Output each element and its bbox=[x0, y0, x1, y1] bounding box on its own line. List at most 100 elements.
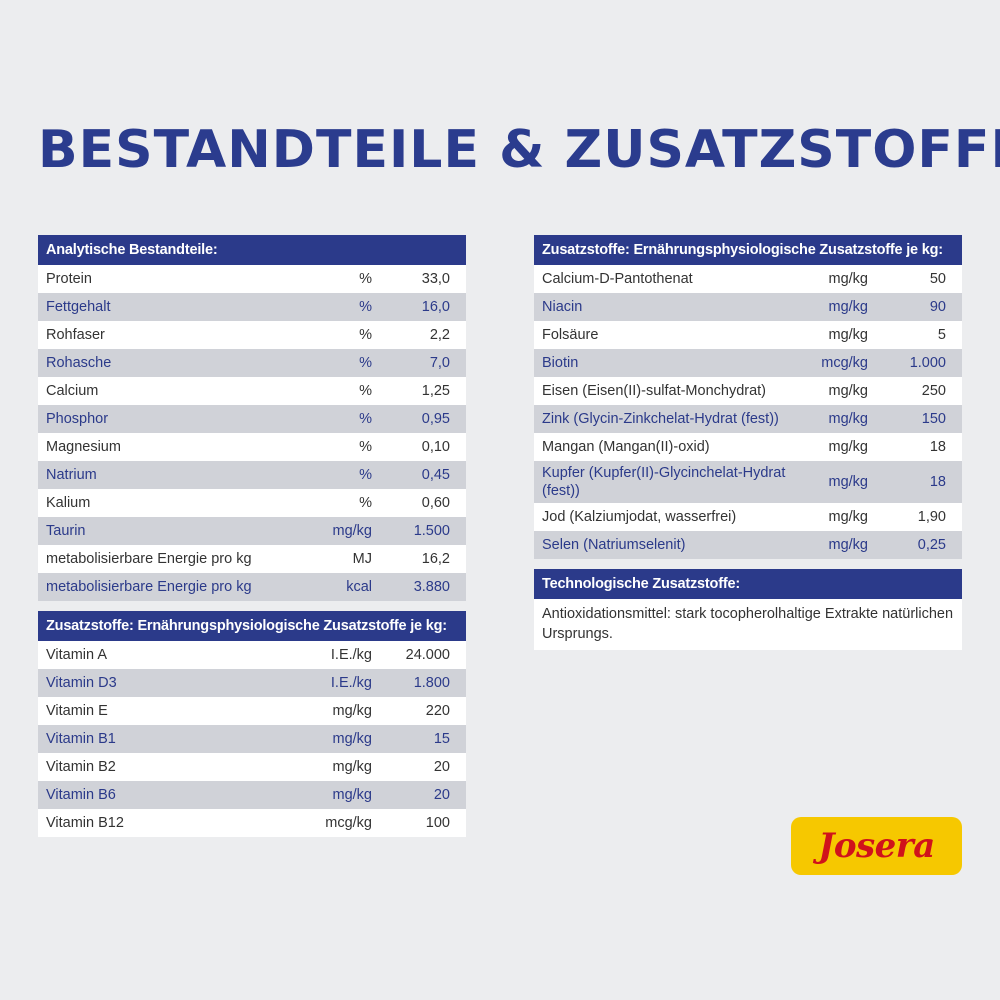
table-row: Vitamin B6 mg/kg 20 bbox=[38, 781, 466, 809]
cell-value: 5 bbox=[937, 327, 946, 343]
cell-value: 0,60 bbox=[421, 495, 450, 511]
cell-unit: MJ bbox=[352, 551, 372, 567]
cell-unit: mg/kg bbox=[828, 537, 869, 553]
cell-unit: mg/kg bbox=[828, 509, 869, 525]
cell-value: 220 bbox=[425, 703, 450, 719]
table-row: Niacin mg/kg 90 bbox=[534, 293, 962, 321]
cell-value: 50 bbox=[929, 271, 946, 287]
cell-name: Selen (Natriumselenit) bbox=[542, 537, 686, 553]
cell-name: Taurin bbox=[46, 523, 86, 539]
cell-unit: mg/kg bbox=[828, 299, 869, 315]
cell-unit: I.E./kg bbox=[330, 675, 372, 691]
cell-name: Natrium bbox=[46, 467, 97, 483]
table-row: Eisen (Eisen(II)-sulfat-Monchydrat) mg/kg… bbox=[534, 377, 962, 405]
cell-unit: % bbox=[359, 299, 372, 315]
cell-value: 1.500 bbox=[413, 523, 450, 539]
cell-unit: kcal bbox=[346, 579, 372, 595]
table-row: Zink (Glycin-Zinkchelat-Hydrat (fest)) mg… bbox=[534, 405, 962, 433]
cell-unit: mg/kg bbox=[332, 759, 373, 775]
cell-value: 33,0 bbox=[421, 271, 450, 287]
table-row: Jod (Kalziumjodat, wasserfrei) mg/kg 1,90 bbox=[534, 503, 962, 531]
cell-name: Calcium bbox=[46, 383, 99, 399]
cell-value: 16,2 bbox=[421, 551, 450, 567]
table-row: Rohasche% 7,0 bbox=[38, 349, 466, 377]
cell-unit: mg/kg bbox=[828, 439, 869, 455]
cell-unit: mcg/kg bbox=[821, 355, 868, 371]
cell-name: Calcium-D-Pantothenat bbox=[542, 271, 693, 287]
cell-unit: mg/kg bbox=[828, 383, 869, 399]
cell-name: Folsäure bbox=[542, 327, 599, 343]
cell-name: Vitamin B1 bbox=[46, 731, 116, 747]
table-row: metabolisierbare Energie pro kg MJ 16,2 bbox=[38, 545, 466, 573]
cell-name: Kupfer (Kupfer(II)-Glycinchelat-Hydrat (… bbox=[542, 465, 786, 499]
cell-name: metabolisierbare Energie pro kg bbox=[46, 579, 252, 595]
cell-value: 24.000 bbox=[405, 647, 450, 663]
cell-value: 1,25 bbox=[421, 383, 450, 399]
cell-unit: % bbox=[359, 383, 372, 399]
josera-logo: Josera bbox=[791, 817, 962, 875]
cell-name: Magnesium bbox=[46, 439, 121, 455]
cell-value: 1,90 bbox=[917, 509, 946, 525]
cell-unit: mg/kg bbox=[332, 787, 373, 803]
table-row: Vitamin A I.E./kg 24.000 bbox=[38, 641, 466, 669]
cell-unit: mg/kg bbox=[828, 474, 869, 490]
cell-name: Fettgehalt bbox=[46, 299, 111, 315]
cell-unit: mg/kg bbox=[828, 327, 869, 343]
cell-value: 90 bbox=[929, 299, 946, 315]
table-row: Vitamin B12 mcg/kg 100 bbox=[38, 809, 466, 837]
table-row: Phosphor% 0,95 bbox=[38, 405, 466, 433]
cell-unit: mg/kg bbox=[332, 703, 373, 719]
table-row: Calcium% 1,25 bbox=[38, 377, 466, 405]
cell-value: 7,0 bbox=[429, 355, 450, 371]
cell-name: Kalium bbox=[46, 495, 91, 511]
table-header: Technologische Zusatzstoffe: bbox=[534, 569, 962, 599]
table-row: Vitamin D3 I.E./kg 1.800 bbox=[38, 669, 466, 697]
table-row: Kupfer (Kupfer(II)-Glycinchelat-Hydrat (… bbox=[534, 461, 962, 503]
cell-value: 1.000 bbox=[909, 355, 946, 371]
logo-text: Josera bbox=[818, 826, 935, 866]
cell-name: Zink (Glycin-Zinkchelat-Hydrat (fest)) bbox=[542, 411, 779, 427]
cell-name: Eisen (Eisen(II)-sulfat-Monchydrat) bbox=[542, 383, 767, 399]
cell-name: Rohfaser bbox=[46, 327, 105, 343]
cell-value: 15 bbox=[433, 731, 450, 747]
cell-name: Phosphor bbox=[46, 411, 109, 427]
analytical-constituents-table: Analytische Bestandteile: Protein% 33,0 Fe… bbox=[38, 235, 466, 601]
cell-value: 0,45 bbox=[421, 467, 450, 483]
cell-name: Vitamin B6 bbox=[46, 787, 116, 803]
table-row: Vitamin E mg/kg 220 bbox=[38, 697, 466, 725]
cell-name: Vitamin E bbox=[46, 703, 108, 719]
table-row: Magnesium% 0,10 bbox=[38, 433, 466, 461]
cell-name: Protein bbox=[46, 271, 92, 287]
mineral-additives-table: Zusatzstoffe: Ernährungsphysiologische Z… bbox=[534, 235, 962, 559]
cell-name: Vitamin A bbox=[46, 647, 107, 663]
table-row: Protein% 33,0 bbox=[38, 265, 466, 293]
cell-unit: % bbox=[359, 495, 372, 511]
cell-value: 16,0 bbox=[421, 299, 450, 315]
table-row: Kalium% 0,60 bbox=[38, 489, 466, 517]
cell-name: Niacin bbox=[542, 299, 583, 315]
cell-name: metabolisierbare Energie pro kg bbox=[46, 551, 252, 567]
cell-value: 100 bbox=[425, 815, 450, 831]
cell-value: 150 bbox=[921, 411, 946, 427]
cell-value: 20 bbox=[433, 759, 450, 775]
cell-unit: % bbox=[359, 439, 372, 455]
table-header: Zusatzstoffe: Ernährungsphysiologische Z… bbox=[534, 235, 962, 265]
cell-value: 250 bbox=[921, 383, 946, 399]
cell-value: 1.800 bbox=[413, 675, 450, 691]
table-row: Vitamin B2 mg/kg 20 bbox=[38, 753, 466, 781]
cell-unit: % bbox=[359, 355, 372, 371]
cell-unit: mg/kg bbox=[828, 411, 869, 427]
cell-unit: % bbox=[359, 271, 372, 287]
table-row: Vitamin B1 mg/kg 15 bbox=[38, 725, 466, 753]
cell-unit: mg/kg bbox=[332, 731, 373, 747]
cell-unit: % bbox=[359, 411, 372, 427]
cell-value: 0,10 bbox=[421, 439, 450, 455]
cell-name: Mangan (Mangan(II)-oxid) bbox=[542, 439, 710, 455]
table-row: Taurin mg/kg 1.500 bbox=[38, 517, 466, 545]
cell-name: Jod (Kalziumjodat, wasserfrei) bbox=[542, 509, 737, 525]
cell-value: 2,2 bbox=[429, 327, 450, 343]
table-row: Natrium% 0,45 bbox=[38, 461, 466, 489]
cell-value: 20 bbox=[433, 787, 450, 803]
cell-unit: % bbox=[359, 327, 372, 343]
cell-unit: % bbox=[359, 467, 372, 483]
